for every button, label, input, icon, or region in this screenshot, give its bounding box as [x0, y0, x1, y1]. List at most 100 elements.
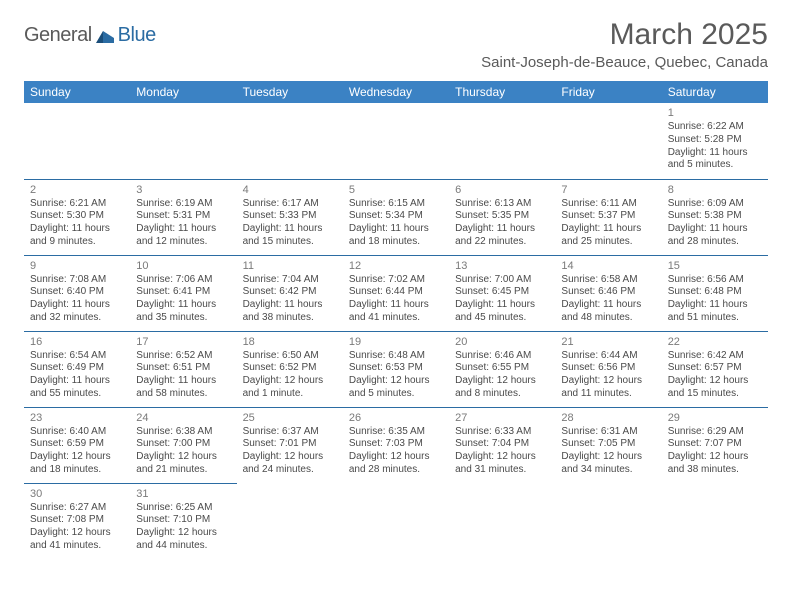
daylight-text: Daylight: 11 hours [136, 375, 230, 388]
daylight-text: Daylight: 12 hours [243, 375, 337, 388]
calendar-cell: 1Sunrise: 6:22 AMSunset: 5:28 PMDaylight… [662, 103, 768, 179]
daylight-text: Daylight: 12 hours [455, 451, 549, 464]
daylight-text: Daylight: 11 hours [243, 299, 337, 312]
sunset-text: Sunset: 7:05 PM [561, 438, 655, 451]
calendar-cell: 30Sunrise: 6:27 AMSunset: 7:08 PMDayligh… [24, 483, 130, 559]
daylight-text: and 38 minutes. [668, 464, 762, 477]
calendar-cell: 24Sunrise: 6:38 AMSunset: 7:00 PMDayligh… [130, 407, 236, 483]
sunset-text: Sunset: 6:55 PM [455, 362, 549, 375]
sunrise-text: Sunrise: 6:46 AM [455, 350, 549, 363]
sunset-text: Sunset: 5:33 PM [243, 210, 337, 223]
sunrise-text: Sunrise: 6:40 AM [30, 426, 124, 439]
daylight-text: Daylight: 12 hours [30, 527, 124, 540]
sunrise-text: Sunrise: 6:54 AM [30, 350, 124, 363]
calendar-cell: 6Sunrise: 6:13 AMSunset: 5:35 PMDaylight… [449, 179, 555, 255]
daylight-text: and 18 minutes. [30, 464, 124, 477]
day-number: 7 [561, 183, 655, 197]
daylight-text: and 9 minutes. [30, 236, 124, 249]
brand-icon [96, 29, 114, 43]
day-number: 1 [668, 106, 762, 120]
daylight-text: Daylight: 12 hours [668, 375, 762, 388]
sunset-text: Sunset: 5:38 PM [668, 210, 762, 223]
daylight-text: Daylight: 12 hours [349, 451, 443, 464]
calendar-cell: 20Sunrise: 6:46 AMSunset: 6:55 PMDayligh… [449, 331, 555, 407]
daylight-text: Daylight: 11 hours [455, 299, 549, 312]
day-number: 6 [455, 183, 549, 197]
sunset-text: Sunset: 6:56 PM [561, 362, 655, 375]
calendar-cell [343, 103, 449, 179]
sunset-text: Sunset: 7:03 PM [349, 438, 443, 451]
daylight-text: and 28 minutes. [668, 236, 762, 249]
calendar-cell: 7Sunrise: 6:11 AMSunset: 5:37 PMDaylight… [555, 179, 661, 255]
sunset-text: Sunset: 6:41 PM [136, 286, 230, 299]
sunset-text: Sunset: 7:01 PM [243, 438, 337, 451]
calendar-cell [555, 483, 661, 559]
calendar-cell: 12Sunrise: 7:02 AMSunset: 6:44 PMDayligh… [343, 255, 449, 331]
sunset-text: Sunset: 7:07 PM [668, 438, 762, 451]
weekday-header: Wednesday [343, 81, 449, 103]
sunrise-text: Sunrise: 7:06 AM [136, 274, 230, 287]
calendar-cell: 29Sunrise: 6:29 AMSunset: 7:07 PMDayligh… [662, 407, 768, 483]
day-number: 31 [136, 487, 230, 501]
calendar-cell: 5Sunrise: 6:15 AMSunset: 5:34 PMDaylight… [343, 179, 449, 255]
calendar-cell [237, 103, 343, 179]
daylight-text: and 8 minutes. [455, 388, 549, 401]
sunrise-text: Sunrise: 6:25 AM [136, 502, 230, 515]
sunrise-text: Sunrise: 6:35 AM [349, 426, 443, 439]
daylight-text: Daylight: 11 hours [243, 223, 337, 236]
daylight-text: and 41 minutes. [30, 540, 124, 553]
daylight-text: Daylight: 11 hours [349, 299, 443, 312]
sunset-text: Sunset: 5:30 PM [30, 210, 124, 223]
weekday-header-row: SundayMondayTuesdayWednesdayThursdayFrid… [24, 81, 768, 103]
sunrise-text: Sunrise: 6:11 AM [561, 198, 655, 211]
calendar-table: SundayMondayTuesdayWednesdayThursdayFrid… [24, 81, 768, 559]
calendar-cell [237, 483, 343, 559]
day-number: 13 [455, 259, 549, 273]
calendar-cell: 27Sunrise: 6:33 AMSunset: 7:04 PMDayligh… [449, 407, 555, 483]
daylight-text: and 58 minutes. [136, 388, 230, 401]
calendar-cell: 13Sunrise: 7:00 AMSunset: 6:45 PMDayligh… [449, 255, 555, 331]
calendar-week-row: 2Sunrise: 6:21 AMSunset: 5:30 PMDaylight… [24, 179, 768, 255]
daylight-text: Daylight: 11 hours [561, 223, 655, 236]
daylight-text: Daylight: 11 hours [455, 223, 549, 236]
calendar-cell [555, 103, 661, 179]
weekday-header: Monday [130, 81, 236, 103]
calendar-cell: 21Sunrise: 6:44 AMSunset: 6:56 PMDayligh… [555, 331, 661, 407]
day-number: 23 [30, 411, 124, 425]
day-number: 17 [136, 335, 230, 349]
daylight-text: and 55 minutes. [30, 388, 124, 401]
daylight-text: and 5 minutes. [668, 159, 762, 172]
day-number: 24 [136, 411, 230, 425]
daylight-text: and 31 minutes. [455, 464, 549, 477]
daylight-text: and 22 minutes. [455, 236, 549, 249]
calendar-cell: 4Sunrise: 6:17 AMSunset: 5:33 PMDaylight… [237, 179, 343, 255]
sunset-text: Sunset: 6:40 PM [30, 286, 124, 299]
calendar-cell: 2Sunrise: 6:21 AMSunset: 5:30 PMDaylight… [24, 179, 130, 255]
location-subtitle: Saint-Joseph-de-Beauce, Quebec, Canada [481, 54, 768, 71]
day-number: 29 [668, 411, 762, 425]
daylight-text: Daylight: 11 hours [561, 299, 655, 312]
sunrise-text: Sunrise: 6:17 AM [243, 198, 337, 211]
brand-logo: General Blue [24, 24, 156, 47]
daylight-text: Daylight: 11 hours [136, 299, 230, 312]
weekday-header: Saturday [662, 81, 768, 103]
weekday-header: Tuesday [237, 81, 343, 103]
day-number: 15 [668, 259, 762, 273]
calendar-cell [449, 103, 555, 179]
daylight-text: Daylight: 11 hours [136, 223, 230, 236]
sunrise-text: Sunrise: 7:08 AM [30, 274, 124, 287]
calendar-cell [130, 103, 236, 179]
daylight-text: and 32 minutes. [30, 312, 124, 325]
sunrise-text: Sunrise: 6:22 AM [668, 121, 762, 134]
page-title: March 2025 [481, 18, 768, 52]
daylight-text: and 15 minutes. [668, 388, 762, 401]
sunrise-text: Sunrise: 6:37 AM [243, 426, 337, 439]
day-number: 4 [243, 183, 337, 197]
sunrise-text: Sunrise: 6:42 AM [668, 350, 762, 363]
sunset-text: Sunset: 5:28 PM [668, 134, 762, 147]
calendar-week-row: 16Sunrise: 6:54 AMSunset: 6:49 PMDayligh… [24, 331, 768, 407]
sunrise-text: Sunrise: 6:21 AM [30, 198, 124, 211]
sunset-text: Sunset: 6:48 PM [668, 286, 762, 299]
daylight-text: and 5 minutes. [349, 388, 443, 401]
sunset-text: Sunset: 7:08 PM [30, 514, 124, 527]
